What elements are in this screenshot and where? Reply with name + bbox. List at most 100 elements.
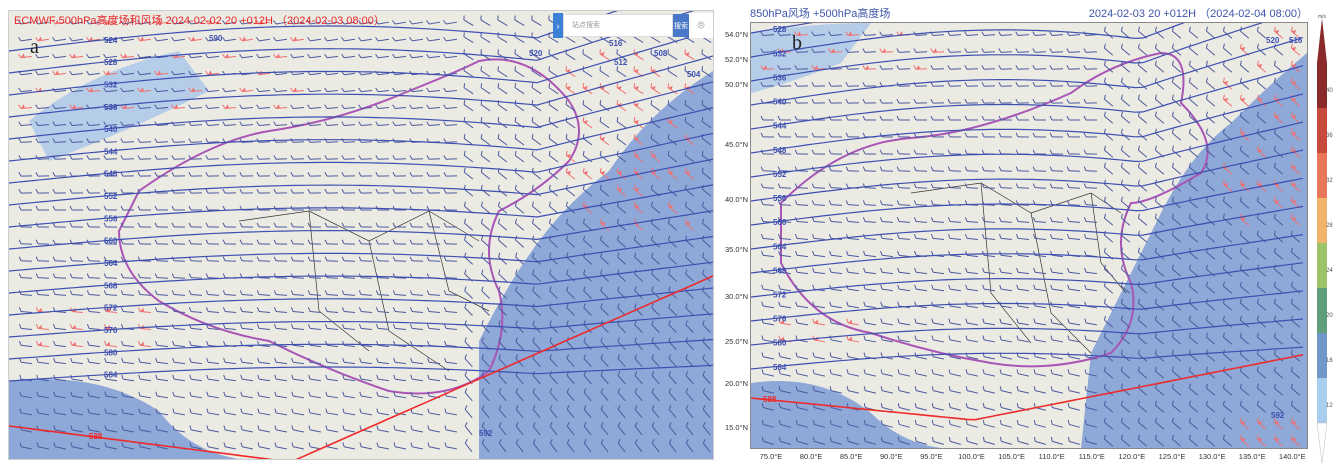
wind-barb [172, 374, 186, 382]
wind-barb [583, 320, 592, 333]
wind-barb [1067, 386, 1080, 394]
wind-barb [427, 408, 441, 416]
wind-barb [1033, 419, 1046, 428]
wind-barb [120, 290, 135, 296]
wind-barb [998, 31, 1013, 36]
map-panel-a[interactable]: 524 528 532 536 540 544 548 552 556 560 564 568 572 5… [8, 10, 714, 460]
wind-barb [777, 132, 792, 138]
wind-barb [307, 188, 322, 194]
wind-barb [760, 183, 775, 189]
wind-barb [154, 36, 169, 42]
wind-barb [897, 267, 911, 275]
wind-barb [1050, 318, 1064, 326]
wind-barb [778, 318, 792, 326]
wind-barb [120, 138, 135, 143]
wind-barb [409, 256, 424, 262]
wind-barb [982, 250, 996, 258]
wind-barb [35, 256, 50, 262]
wind-barb [1016, 318, 1030, 326]
wind-barb [290, 172, 305, 177]
wind-barb [120, 205, 135, 211]
wind-barb [846, 419, 859, 428]
wind-barb [223, 374, 237, 382]
wind-barb [634, 405, 643, 419]
wind-barb [1084, 436, 1097, 445]
wind-barb [1290, 383, 1301, 396]
longitude-tick: 140.0°E [1278, 452, 1306, 461]
wind-barb [154, 104, 169, 110]
wind-barb [70, 442, 83, 450]
wind-barb [930, 200, 945, 206]
wind-barb [846, 386, 859, 394]
wind-barb [1033, 335, 1047, 343]
wind-barb [948, 250, 962, 258]
wind-barb [1154, 264, 1165, 277]
wind-barb [1273, 26, 1284, 39]
wind-barb [1049, 149, 1064, 155]
contour-label: 580 [773, 339, 787, 348]
map-panel-b[interactable]: 528 532 536 540 544 548 552 556 560 564 568 572 576 5… [750, 22, 1308, 449]
wind-barb [1154, 94, 1165, 107]
wind-barb [583, 439, 592, 453]
wind-barb [444, 391, 458, 399]
wind-barb [18, 256, 33, 262]
wind-barb [1205, 417, 1216, 430]
wind-barb [702, 337, 711, 350]
map-pin-icon[interactable]: ⌾ [689, 13, 713, 38]
wind-barb [497, 15, 508, 26]
wind-barb [18, 121, 33, 126]
wind-barb [205, 290, 220, 296]
wind-barb [1290, 366, 1301, 379]
wind-barb [498, 405, 507, 419]
wind-barb [1171, 383, 1182, 396]
wind-barb [1083, 183, 1098, 189]
wind-barb [188, 290, 203, 296]
wind-barb [965, 403, 978, 411]
wind-barb [463, 49, 474, 61]
wind-barb [427, 425, 441, 433]
colorbar-tick: 40 [1326, 87, 1333, 94]
wind-barb [650, 100, 661, 112]
wind-barb [879, 149, 894, 155]
wind-barb [138, 374, 152, 382]
wind-barb [1290, 145, 1301, 158]
wind-barb [565, 83, 576, 95]
search-input[interactable]: 站点搜索 [563, 14, 673, 37]
wind-barb [35, 20, 50, 25]
wind-barb [948, 436, 961, 445]
wind-barb [1188, 383, 1199, 396]
wind-barb [1273, 383, 1284, 396]
search-button[interactable]: 搜索 [673, 14, 689, 37]
wind-barb [1066, 115, 1081, 121]
wind-barb [171, 138, 186, 143]
wind-barb [913, 166, 928, 172]
wind-barb [464, 388, 473, 402]
wind-barb [531, 184, 542, 197]
wind-barb [393, 425, 407, 433]
wind-barb [549, 252, 559, 265]
wind-barb [103, 138, 118, 143]
wind-barb [222, 104, 237, 110]
wind-barb [1273, 400, 1284, 413]
wind-barb [86, 87, 101, 93]
sea-area [479, 71, 713, 459]
wind-barb [633, 201, 644, 214]
wind-barb [155, 357, 169, 365]
wind-barb [514, 150, 525, 163]
wind-barb [375, 273, 390, 279]
wind-barb [1033, 301, 1047, 309]
wind-barb [913, 183, 928, 189]
wind-barb [308, 391, 322, 399]
chevron-right-icon[interactable]: › [553, 13, 563, 38]
wind-barb [120, 121, 135, 126]
wind-barb [600, 303, 609, 316]
wind-barb [341, 104, 356, 110]
wind-barb [443, 273, 458, 279]
colorbar-tick: 20 [1326, 312, 1333, 319]
wind-barb [1067, 352, 1080, 360]
wind-barb [1015, 166, 1030, 172]
wind-barb [256, 290, 271, 296]
wind-barb [981, 183, 996, 189]
wind-barb [1205, 434, 1216, 447]
wind-barb [1137, 230, 1148, 243]
